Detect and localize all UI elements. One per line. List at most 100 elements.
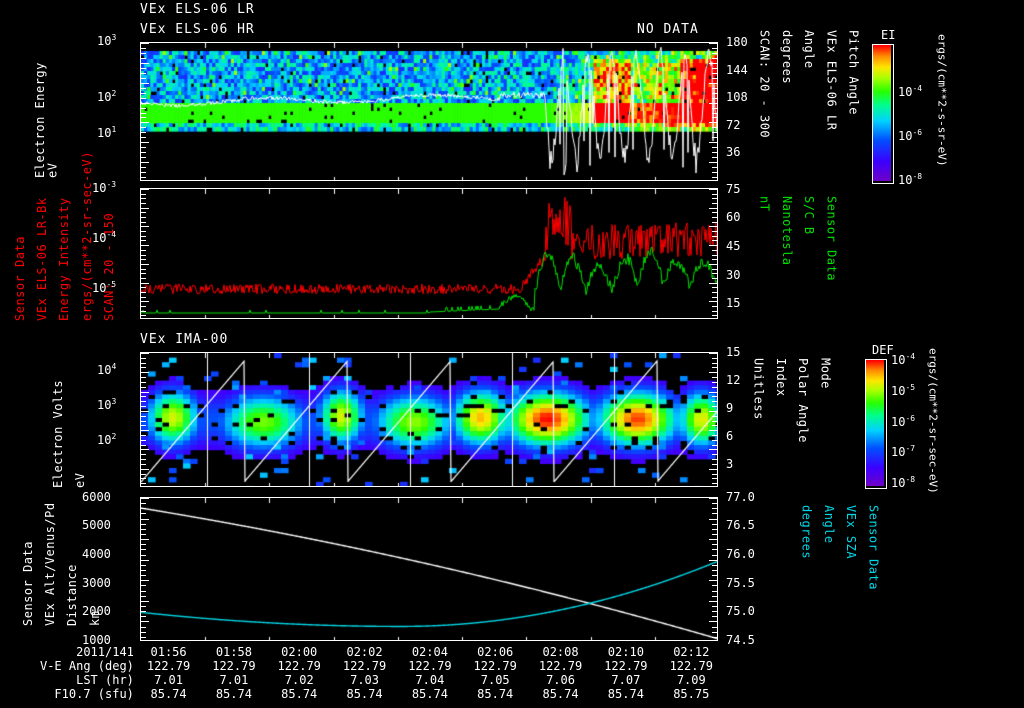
axis-minor-tick xyxy=(712,401,717,402)
axis-minor-tick xyxy=(712,53,717,54)
bottom-axis-cell: 7.07 xyxy=(611,673,641,687)
bottom-axis-row: 2011/141 01:56 01:58 02:00 02:02 02:04 02:06 02… xyxy=(0,645,724,659)
colorbar2-tick-4: 10-7 xyxy=(891,444,916,459)
panel1-right-label-pitch: Pitch Angle xyxy=(846,30,861,115)
axis-minor-tick xyxy=(141,560,149,561)
axis-minor-tick xyxy=(141,435,146,436)
axis-minor-tick xyxy=(712,555,717,556)
panel3-ytick-4: 104 xyxy=(97,362,117,377)
axis-minor-tick xyxy=(712,358,717,359)
axis-minor-tick xyxy=(141,601,149,602)
colorbar2-gradient xyxy=(865,359,887,489)
axis-minor-tick xyxy=(141,632,146,633)
axis-minor-tick xyxy=(712,416,717,417)
axis-minor-tick xyxy=(141,177,146,178)
axis-minor-tick xyxy=(712,529,717,530)
panel2-plot-area[interactable] xyxy=(140,188,718,319)
axis-minor-tick xyxy=(141,208,149,209)
panel2-right-label-nanotesla: Nanotesla xyxy=(779,196,794,266)
panel3-left-label-ev: eV xyxy=(73,472,88,488)
axis-minor-tick xyxy=(141,162,149,163)
axis-minor-tick xyxy=(712,167,717,168)
axis-minor-tick xyxy=(712,287,717,288)
axis-minor-tick xyxy=(712,68,717,69)
axis-minor-tick xyxy=(141,627,146,628)
axis-minor-tick xyxy=(141,616,146,617)
axis-minor-tick xyxy=(141,198,146,199)
axis-minor-tick xyxy=(709,560,717,561)
axis-minor-tick xyxy=(709,301,717,302)
axis-minor-tick xyxy=(712,632,717,633)
panel2-left-label-sensor: Sensor Data xyxy=(13,236,27,321)
panel3-right-label-index: Index xyxy=(773,358,788,397)
panel1-right-label-scan: SCAN: 20 - 300 xyxy=(757,30,772,139)
axis-minor-tick xyxy=(141,585,146,586)
axis-minor-tick xyxy=(141,236,146,237)
axis-minor-tick xyxy=(709,411,717,412)
axis-minor-tick xyxy=(141,297,146,298)
bottom-axis-cell: 122.79 xyxy=(473,659,517,673)
panel3-plot-area[interactable] xyxy=(140,352,718,487)
axis-minor-tick xyxy=(712,278,717,279)
axis-minor-tick xyxy=(141,637,146,638)
panel2-rtick-75: 75 xyxy=(726,182,741,196)
axis-minor-tick xyxy=(141,358,146,359)
panel1-title-lr: VEx ELS-06 LR xyxy=(140,2,255,17)
bottom-axis-cell: 85.74 xyxy=(346,687,383,701)
axis-minor-tick xyxy=(712,585,717,586)
axis-minor-tick xyxy=(712,474,717,475)
axis-minor-tick xyxy=(141,382,146,383)
panel1-plot-area[interactable] xyxy=(140,42,718,181)
axis-minor-tick xyxy=(712,231,717,232)
bottom-axis-cell: 122.79 xyxy=(604,659,648,673)
axis-minor-tick xyxy=(709,539,717,540)
axis-minor-tick xyxy=(141,454,146,455)
axis-minor-tick xyxy=(141,513,146,514)
colorbar1-tick-2: 10-6 xyxy=(898,128,923,143)
axis-minor-tick xyxy=(709,469,717,470)
axis-minor-tick xyxy=(141,283,149,284)
axis-minor-tick xyxy=(712,73,717,74)
axis-minor-tick xyxy=(709,449,717,450)
axis-minor-tick xyxy=(709,122,717,123)
axis-minor-tick xyxy=(141,621,149,622)
axis-minor-tick xyxy=(712,240,717,241)
panel3-rtick-3: 3 xyxy=(726,457,734,471)
axis-minor-tick xyxy=(141,565,146,566)
axis-minor-tick xyxy=(712,570,717,571)
axis-minor-tick xyxy=(709,353,717,354)
axis-minor-tick xyxy=(141,292,146,293)
axis-minor-tick xyxy=(141,245,149,246)
axis-minor-tick xyxy=(141,478,146,479)
axis-minor-tick xyxy=(712,367,717,368)
axis-minor-tick xyxy=(141,301,149,302)
bottom-axis-cell: 85.75 xyxy=(673,687,710,701)
axis-minor-tick xyxy=(141,194,146,195)
axis-minor-tick xyxy=(141,416,146,417)
panel4-right-label-sensor: Sensor Data xyxy=(866,505,881,590)
axis-minor-tick xyxy=(141,406,146,407)
bottom-axis-cell: 122.79 xyxy=(212,659,256,673)
axis-minor-tick xyxy=(141,203,146,204)
axis-minor-tick xyxy=(712,454,717,455)
panel2-left-label-instr: VEx ELS-06 LR-Bk xyxy=(35,197,50,321)
bottom-axis-cell: 85.74 xyxy=(607,687,644,701)
axis-minor-tick xyxy=(712,88,717,89)
panel2-rtick-45: 45 xyxy=(726,239,741,253)
axis-minor-tick xyxy=(709,392,717,393)
panel3-rtick-9: 9 xyxy=(726,401,734,415)
axis-minor-tick xyxy=(141,250,146,251)
axis-minor-tick xyxy=(141,222,146,223)
axis-minor-tick xyxy=(712,172,717,173)
axis-minor-tick xyxy=(712,425,717,426)
axis-minor-tick xyxy=(141,377,146,378)
axis-minor-tick xyxy=(141,103,149,104)
axis-minor-tick xyxy=(712,483,717,484)
axis-minor-tick xyxy=(141,474,146,475)
bottom-axis-cell: 02:12 xyxy=(673,645,710,659)
panel2-ytick-5: 10-5 xyxy=(92,280,117,295)
panel4-ytick-1000: 1000 xyxy=(82,633,111,647)
axis-minor-tick xyxy=(709,519,717,520)
panel4-plot-area[interactable] xyxy=(140,497,718,641)
colorbar2-tick-1: 10-4 xyxy=(891,352,916,367)
